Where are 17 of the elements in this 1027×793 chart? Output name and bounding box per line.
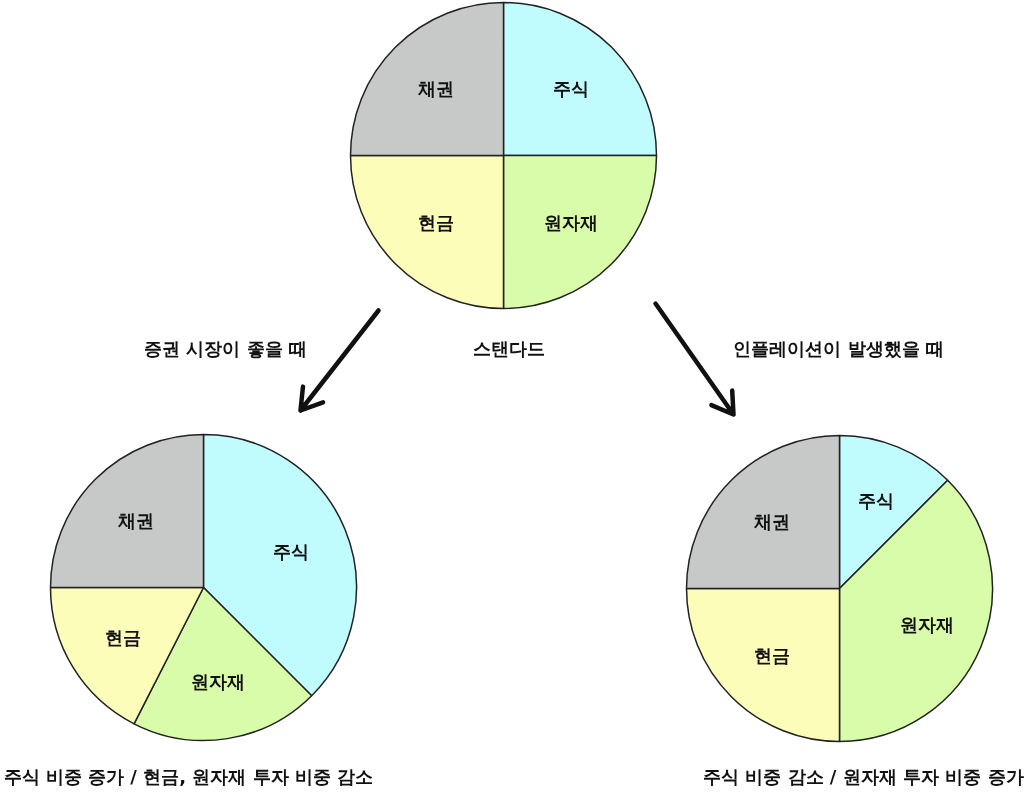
slice-label: 채권 [754,510,791,532]
text: 주식 비중 증가 / 현금, 원자재 투자 비중 감소 [3,766,374,787]
text: 주식 비중 감소 / 원자재 투자 비중 증가 [703,766,1024,787]
slice-label: 주식 [857,490,894,512]
chart-title: 인플레이션이 발생했을 때 [733,338,944,359]
slice-label: 원자재 [900,614,955,636]
slice-label: 원자재 [191,670,246,692]
slice-label: 채권 [418,77,455,99]
chart-title: 증권 시장이 좋을 때 [144,338,307,359]
slice-label: 현금 [418,212,455,234]
slice-label: 주식 [273,540,310,562]
slice-label: 현금 [754,645,791,667]
slice-label: 현금 [104,626,141,648]
slice-label: 채권 [118,509,155,531]
slice-label: 원자재 [543,212,598,234]
text: 스탠다드 [472,338,545,359]
slice-label: 주식 [552,77,589,99]
